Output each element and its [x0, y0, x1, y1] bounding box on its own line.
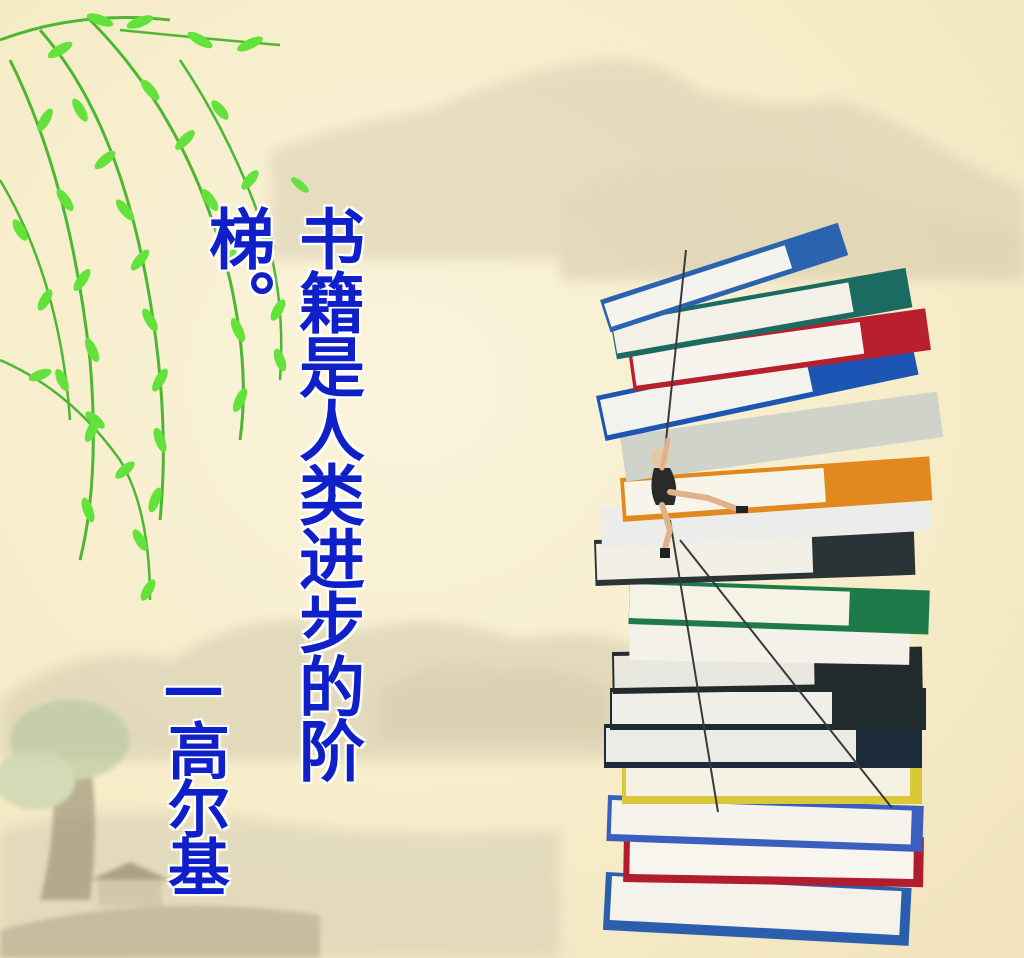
quote-text: 书籍是人类进步的阶梯。	[198, 205, 366, 781]
climber-figure	[651, 437, 748, 558]
author-attribution: —高尔基	[157, 650, 230, 893]
ink-mountains-top	[270, 59, 1024, 280]
book-stack	[594, 222, 944, 946]
ink-tree	[0, 700, 320, 958]
rope	[663, 249, 893, 813]
willow-branches	[0, 13, 309, 601]
ink-mountains-bottom	[0, 620, 660, 958]
